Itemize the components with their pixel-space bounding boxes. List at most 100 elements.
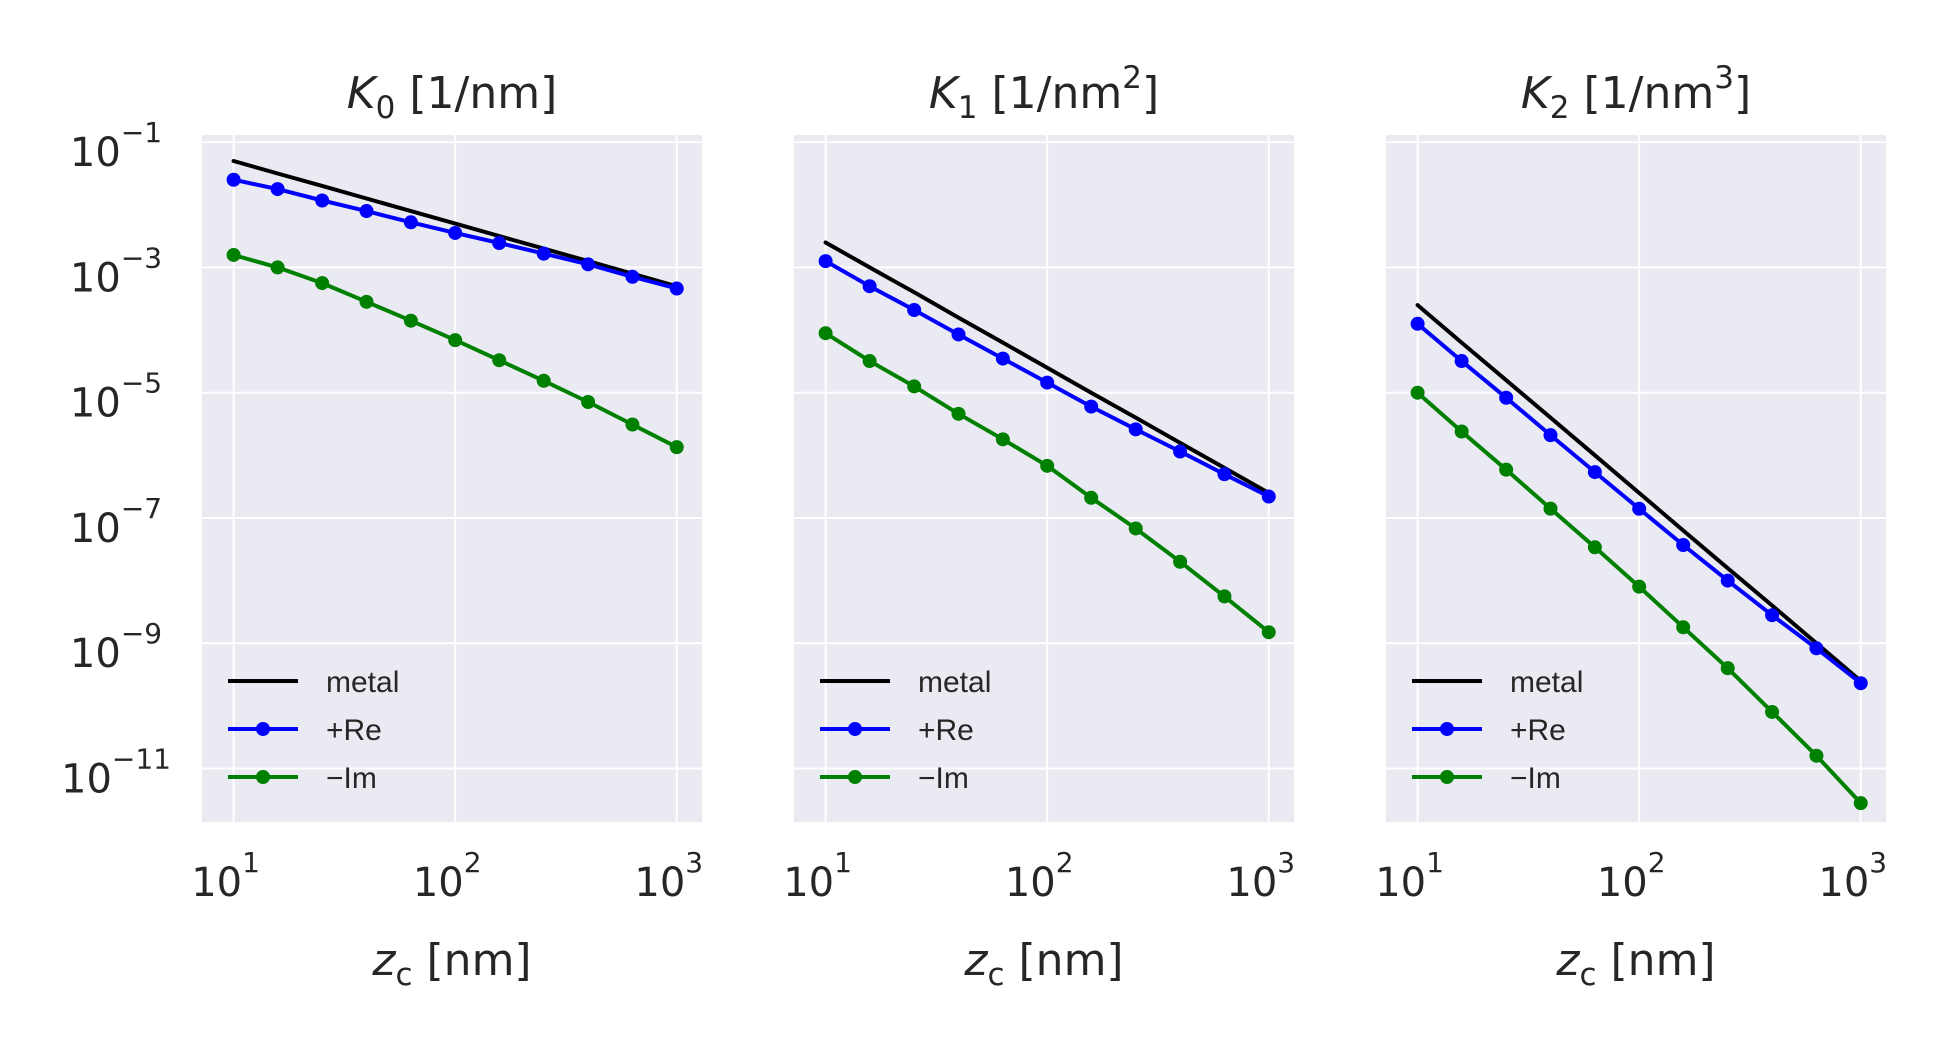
series-marker-2: [907, 379, 922, 394]
legend-label-0: metal: [918, 666, 991, 699]
panel-title: K0 [1/nm]: [347, 68, 557, 126]
legend-marker-2: [1440, 770, 1454, 784]
x-tick-label: 101: [783, 846, 852, 906]
series-marker-1: [1261, 489, 1276, 504]
series-marker-2: [669, 440, 684, 455]
series-marker-1: [818, 254, 833, 269]
series-marker-1: [359, 204, 374, 219]
series-marker-2: [625, 417, 640, 432]
legend-marker-1: [1440, 722, 1454, 736]
chart-panel-0: 101 102 103 10−11 10−9 10−7 10−5 10−3 10−1 K0 [1/…: [61, 68, 703, 993]
series-marker-2: [951, 406, 966, 421]
series-marker-1: [1410, 316, 1425, 331]
plot-background: [202, 135, 702, 822]
x-tick-label: 103: [1226, 846, 1295, 906]
legend: metal +Re −Im: [820, 666, 991, 795]
series-marker-1: [403, 215, 418, 230]
series-line-0: [823, 240, 1271, 495]
series-marker-1: [951, 327, 966, 342]
x-axis-label: zc [nm]: [1555, 935, 1715, 993]
series-marker-2: [226, 247, 241, 262]
y-tick-label: 10−11: [61, 743, 171, 803]
series-marker-2: [1173, 554, 1188, 569]
x-tick-label: 102: [1005, 846, 1074, 906]
series-marker-2: [1632, 579, 1647, 594]
series-marker-2: [1128, 521, 1143, 536]
legend-label-2: −Im: [918, 762, 969, 795]
legend-label-2: −Im: [326, 762, 377, 795]
series-line-0: [231, 159, 679, 289]
panel-title: K2 [1/nm3]: [1521, 60, 1751, 126]
series-marker-2: [862, 354, 877, 369]
legend-label-1: +Re: [326, 714, 382, 747]
series-marker-1: [1454, 354, 1469, 369]
series-marker-1: [226, 172, 241, 187]
series-marker-2: [995, 432, 1010, 447]
x-axis-label: zc [nm]: [371, 935, 531, 993]
series-marker-2: [1261, 625, 1276, 640]
series-marker-1: [995, 351, 1010, 366]
series-marker-1: [448, 225, 463, 240]
x-tick-label: 101: [191, 846, 260, 906]
series-marker-1: [669, 281, 684, 296]
legend-label-0: metal: [1510, 666, 1583, 699]
series-line-0: [1415, 303, 1863, 683]
series-marker-1: [1040, 375, 1055, 390]
chart-panel-1: 101 102 103 K1 [1/nm2] zc [nm] metal +Re −Im: [783, 60, 1295, 993]
series-marker-2: [1040, 458, 1055, 473]
y-tick-label: 10−7: [70, 492, 162, 552]
y-tick-label: 10−3: [70, 241, 162, 301]
series-marker-1: [1217, 467, 1232, 482]
legend-marker-2: [256, 770, 270, 784]
series-marker-1: [1499, 390, 1514, 405]
legend-marker-1: [848, 722, 862, 736]
legend: metal +Re −Im: [228, 666, 399, 795]
series-marker-1: [1173, 444, 1188, 459]
series-marker-2: [315, 276, 330, 291]
series-marker-2: [818, 326, 833, 341]
series-marker-1: [907, 302, 922, 317]
plot-background: [1386, 135, 1886, 822]
plot-background: [794, 135, 1294, 822]
series-marker-2: [1543, 501, 1558, 516]
x-tick-label: 103: [1818, 846, 1887, 906]
series-marker-2: [1809, 748, 1824, 763]
y-tick-label: 10−5: [70, 367, 162, 427]
series-marker-1: [1765, 608, 1780, 623]
series-marker-2: [1587, 540, 1602, 555]
series-marker-2: [1410, 385, 1425, 400]
series-marker-1: [1084, 399, 1099, 414]
x-tick-label: 101: [1375, 846, 1444, 906]
legend-label-1: +Re: [1510, 714, 1566, 747]
series-marker-2: [1217, 589, 1232, 604]
series-marker-2: [581, 395, 596, 410]
series-marker-1: [1128, 422, 1143, 437]
y-tick-label: 10−9: [70, 617, 162, 677]
series-marker-1: [270, 182, 285, 197]
series-marker-1: [536, 246, 551, 261]
x-axis-label: zc [nm]: [963, 935, 1123, 993]
series-marker-2: [448, 333, 463, 348]
series-marker-1: [581, 257, 596, 272]
series-marker-2: [359, 294, 374, 309]
series-marker-1: [492, 236, 507, 251]
x-tick-label: 102: [1597, 846, 1666, 906]
series-marker-1: [1853, 676, 1868, 691]
series-marker-1: [1587, 465, 1602, 480]
series-marker-2: [492, 353, 507, 368]
legend-label-1: +Re: [918, 714, 974, 747]
series-marker-2: [1765, 704, 1780, 719]
chart-panel-2: 101 102 103 K2 [1/nm3] zc [nm] metal +Re −Im: [1375, 60, 1887, 993]
series-marker-2: [1084, 490, 1099, 505]
panel-title: K1 [1/nm2]: [929, 60, 1159, 126]
x-tick-label: 103: [634, 846, 703, 906]
series-marker-2: [1853, 796, 1868, 811]
series-marker-1: [1720, 573, 1735, 588]
legend-marker-2: [848, 770, 862, 784]
series-marker-2: [403, 313, 418, 328]
series-marker-1: [1676, 538, 1691, 553]
series-marker-1: [1809, 641, 1824, 656]
series-marker-1: [315, 193, 330, 208]
